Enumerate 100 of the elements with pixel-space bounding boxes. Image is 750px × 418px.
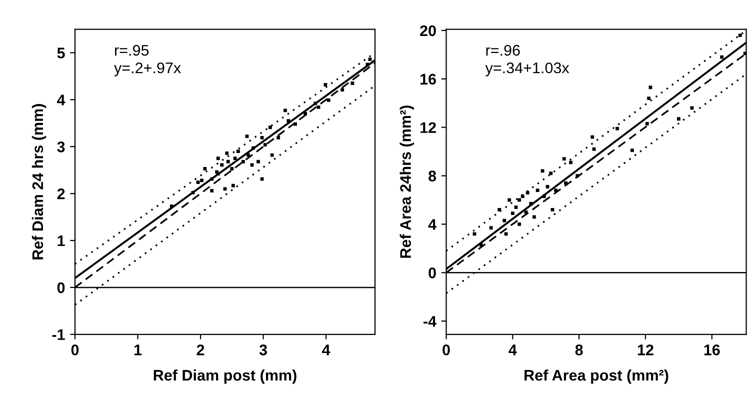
point <box>200 178 204 182</box>
point <box>524 210 528 214</box>
x-tick-label: 2 <box>196 344 204 356</box>
point <box>270 153 274 157</box>
y-tick-label: -4 <box>424 316 436 327</box>
point <box>340 88 344 92</box>
x-tick-label: 3 <box>259 344 267 356</box>
point <box>738 34 742 38</box>
point <box>562 157 566 161</box>
point <box>549 172 553 176</box>
y-tick-label: 0 <box>428 268 436 278</box>
point <box>223 187 227 191</box>
point <box>498 208 502 212</box>
y-tick-label: 5 <box>57 48 65 58</box>
y-tick-label: 12 <box>420 122 436 133</box>
point <box>532 215 536 219</box>
point <box>645 122 649 126</box>
point <box>252 146 255 150</box>
y-tick-label: 3 <box>57 141 65 152</box>
y-tick-label: 4 <box>428 219 436 230</box>
point <box>294 122 297 126</box>
x-axis-title: Ref Area post (mm²) <box>524 369 668 384</box>
point <box>554 188 558 192</box>
point <box>550 208 554 212</box>
point <box>520 194 524 198</box>
point <box>196 180 200 184</box>
x-tick-label: 8 <box>575 344 583 356</box>
y-tick-label: 1 <box>58 236 65 246</box>
y-tick-label: 4 <box>57 94 66 106</box>
x-tick-label: 0 <box>71 344 79 356</box>
point <box>592 147 596 151</box>
point <box>236 150 240 154</box>
annotation: y=.2+.97x <box>114 62 181 76</box>
point <box>472 232 476 236</box>
point <box>256 160 260 164</box>
x-tick-label: 4 <box>508 344 517 356</box>
point <box>502 218 506 222</box>
point <box>504 232 508 236</box>
point <box>226 160 230 164</box>
x-tick-label: 1 <box>134 344 142 356</box>
point <box>508 198 512 202</box>
point <box>263 143 267 146</box>
point <box>203 166 207 170</box>
y-tick-label: 20 <box>420 25 436 36</box>
point <box>489 226 493 230</box>
point <box>518 198 521 202</box>
annotation: r=.95 <box>115 44 149 56</box>
point <box>246 153 250 157</box>
point <box>514 206 518 209</box>
point <box>529 202 533 206</box>
x-tick-label: 0 <box>442 344 450 356</box>
point <box>231 184 235 188</box>
point <box>590 135 594 139</box>
point <box>350 82 354 85</box>
point <box>225 151 229 155</box>
point <box>720 55 724 59</box>
point <box>268 126 272 130</box>
y-tick-label: 16 <box>420 74 436 85</box>
point <box>245 134 249 138</box>
point <box>260 136 264 140</box>
point <box>510 212 514 216</box>
point <box>284 108 287 112</box>
point <box>286 119 290 123</box>
y-tick-label: -1 <box>52 329 65 340</box>
point <box>210 189 214 192</box>
point <box>314 102 318 106</box>
point <box>647 96 650 100</box>
point <box>676 117 680 121</box>
point <box>210 177 214 181</box>
point <box>326 98 330 102</box>
point <box>304 112 308 116</box>
y-axis-title: Ref Area 24hrs (mm²) <box>400 106 414 258</box>
point <box>526 191 530 194</box>
point <box>170 204 174 208</box>
point <box>368 58 372 62</box>
point <box>216 156 220 160</box>
annotation: r=.96 <box>486 44 520 56</box>
point <box>546 184 550 188</box>
point <box>630 148 634 152</box>
point <box>542 194 546 198</box>
y-axis-title: Ref Diam 24 hrs (mm) <box>32 104 46 260</box>
point <box>540 169 544 173</box>
x-tick-label: 12 <box>638 344 654 356</box>
point <box>324 82 328 86</box>
point <box>564 181 568 185</box>
point <box>576 174 580 178</box>
annotation: y=.34+1.03x <box>485 62 570 76</box>
x-tick-label: 16 <box>704 344 720 356</box>
point <box>250 163 254 167</box>
x-tick-label: 4 <box>322 344 330 356</box>
point <box>536 188 540 192</box>
point <box>242 160 245 164</box>
point <box>616 126 619 130</box>
point <box>479 243 483 246</box>
point <box>233 156 237 160</box>
x-axis-title: Ref Diam post (mm) <box>154 369 296 384</box>
y-tick-label: 2 <box>57 188 65 200</box>
y-tick-label: 8 <box>428 170 436 182</box>
y-tick-label: 0 <box>57 282 65 294</box>
point <box>220 163 224 167</box>
